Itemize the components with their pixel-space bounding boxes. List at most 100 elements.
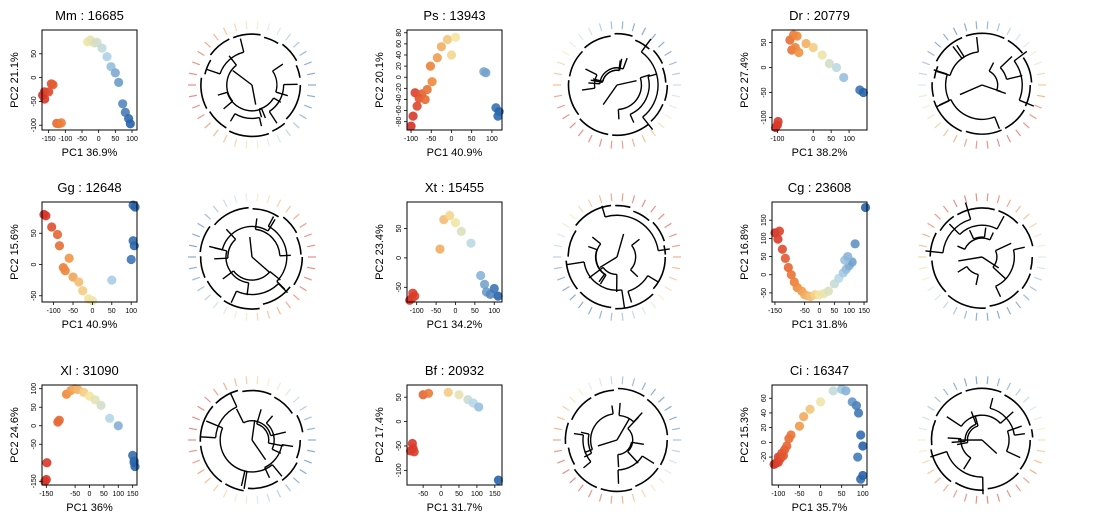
- x-tick-label: 0: [97, 136, 101, 143]
- tree-branch: [247, 480, 279, 490]
- leaf-label: [610, 21, 613, 30]
- leaf-label: [610, 495, 613, 504]
- leaf-label: [922, 276, 930, 281]
- tree-branch: [611, 405, 614, 414]
- leaf-label: [1034, 233, 1042, 238]
- data-point: [476, 270, 486, 281]
- leaf-label: [963, 493, 968, 502]
- tree-branch: [647, 275, 659, 283]
- y-tick-label: 60: [396, 40, 403, 48]
- leaf-label: [562, 468, 570, 475]
- y-tick-label: 40: [761, 409, 768, 417]
- data-point: [851, 400, 862, 411]
- x-tick-label: -50: [800, 308, 810, 315]
- leaf-label: [299, 285, 307, 292]
- tree-branch: [224, 483, 244, 492]
- leaf-label: [577, 484, 584, 492]
- plot-frame: [41, 201, 138, 303]
- leaf-label: [292, 477, 300, 484]
- x-tick-label: 100: [488, 308, 500, 315]
- tree-branch: [950, 99, 995, 121]
- tree-branch: [961, 51, 979, 59]
- leaf-label: [587, 306, 593, 315]
- x-tick-label: 50: [100, 491, 108, 498]
- tree-branch: [587, 433, 593, 454]
- leaf-label: [285, 388, 292, 396]
- leaf-label: [671, 449, 681, 453]
- tree-branch: [272, 63, 284, 72]
- leaf-label: [204, 41, 212, 48]
- leaf-label: [986, 21, 989, 30]
- tree-branch: [271, 122, 286, 132]
- leaf-label: [986, 495, 989, 504]
- leaf-label: [212, 129, 219, 137]
- data-point: [780, 253, 790, 263]
- data-point: [41, 474, 51, 485]
- plot-frame: [771, 29, 868, 131]
- leaf-label: [641, 27, 647, 36]
- y-tick-label: 50: [761, 253, 768, 261]
- tree-branch: [618, 77, 643, 111]
- tree-branch: [232, 33, 261, 39]
- leaf-label: [996, 493, 1001, 502]
- tree-branch: [271, 70, 278, 93]
- tree-branch: [256, 423, 270, 444]
- tree-branch: [622, 57, 628, 70]
- tree-branch: [621, 289, 626, 308]
- leaf-label: [996, 195, 1001, 204]
- data-point: [466, 238, 476, 248]
- tree-branch: [647, 73, 657, 78]
- x-tick-label: -100: [771, 491, 785, 498]
- x-tick-label: -50: [431, 308, 441, 315]
- tree-branch: [964, 202, 972, 220]
- tree-root: [981, 256, 1000, 269]
- tree-branch: [214, 406, 238, 438]
- leaf-label: [975, 140, 978, 149]
- x-axis-label: PC1 40.9%: [427, 147, 483, 159]
- leaf-label: [192, 459, 200, 464]
- leaf-label: [577, 205, 584, 213]
- leaf-label: [587, 134, 593, 143]
- leaf-label: [188, 244, 198, 248]
- y-tick-label: 0: [31, 424, 38, 428]
- data-point: [858, 470, 868, 481]
- x-tick-label: 100: [857, 491, 869, 498]
- leaf-label: [1006, 489, 1012, 498]
- tree-branch: [592, 78, 603, 83]
- data-point: [406, 121, 416, 131]
- tree-branch: [568, 50, 584, 77]
- y-tick-label: -50: [761, 288, 768, 298]
- tree-root: [597, 439, 618, 447]
- data-point: [786, 270, 796, 280]
- tree-branch: [946, 451, 983, 478]
- leaf-label: [927, 468, 935, 475]
- leaf-label: [963, 378, 968, 387]
- leaf-label: [212, 33, 219, 41]
- leaf-label: [285, 129, 292, 137]
- y-tick-label: -50: [31, 96, 38, 106]
- tree-branch: [618, 402, 621, 416]
- data-point: [782, 441, 792, 451]
- leaf-label: [233, 138, 238, 147]
- leaf-label: [657, 122, 665, 129]
- leaf-label: [245, 140, 248, 149]
- leaf-label: [569, 213, 577, 220]
- leaf-label: [952, 199, 958, 208]
- tree-branch: [295, 64, 301, 78]
- leaf-label: [996, 310, 1001, 319]
- tree-branch: [268, 442, 284, 447]
- leaf-label: [1015, 129, 1022, 137]
- x-tick-label: -150: [42, 136, 56, 143]
- leaf-label: [306, 266, 316, 270]
- tree-branch: [966, 425, 979, 443]
- data-point: [853, 452, 863, 462]
- leaf-label: [934, 213, 942, 220]
- data-point: [794, 47, 804, 58]
- tree-branch: [952, 46, 963, 59]
- leaf-label: [299, 405, 307, 412]
- data-point: [427, 77, 437, 87]
- tree-branch: [650, 103, 664, 122]
- data-point: [860, 202, 871, 213]
- tree-branch: [947, 437, 961, 440]
- leaf-label: [1022, 122, 1030, 129]
